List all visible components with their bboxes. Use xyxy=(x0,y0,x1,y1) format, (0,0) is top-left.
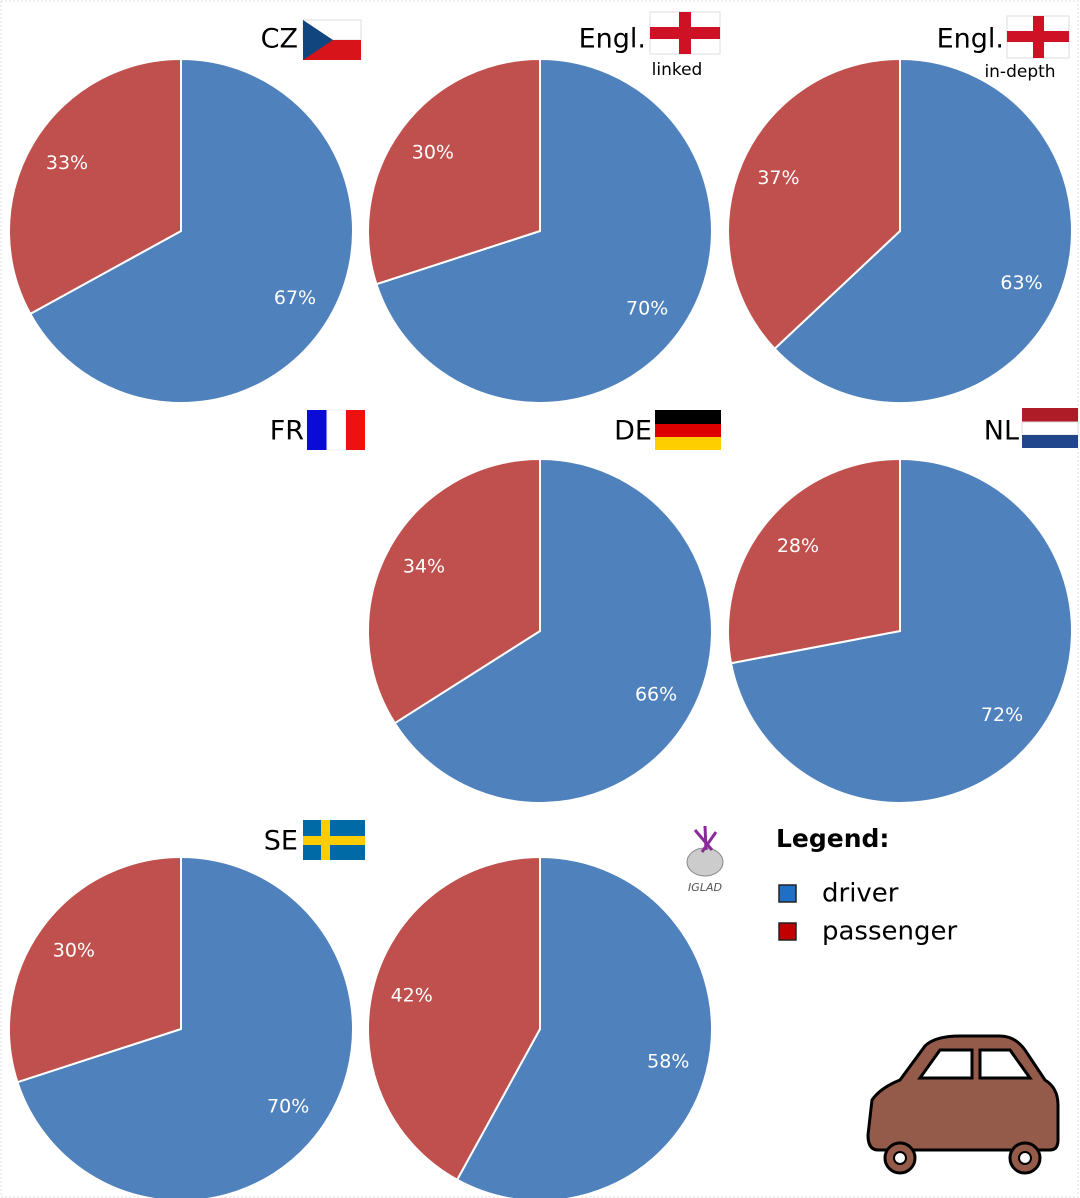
chart-subtitle: linked xyxy=(652,60,703,80)
data-label: 42% xyxy=(391,985,433,1007)
legend-swatch xyxy=(779,923,796,940)
flag-de xyxy=(655,410,721,450)
chart-title: Engl. xyxy=(937,24,1004,55)
chart-title: FR xyxy=(270,416,304,447)
flag-england xyxy=(650,12,720,54)
chart-title: NL xyxy=(984,416,1019,447)
data-label: 28% xyxy=(777,535,819,557)
legend-label: driver xyxy=(822,879,899,909)
flag-england xyxy=(1007,16,1069,58)
page: IGLAD Legend: driver passenger CZ 67% 33% En… xyxy=(0,0,1080,1198)
chart-subtitle: in-depth xyxy=(984,62,1055,82)
data-label: 67% xyxy=(274,287,316,309)
data-label: 66% xyxy=(635,683,677,705)
legend-label: passenger xyxy=(822,917,958,947)
data-label: 34% xyxy=(403,556,445,578)
flag-cz xyxy=(303,20,361,60)
data-label: 72% xyxy=(981,704,1023,726)
flag-se xyxy=(303,820,365,860)
data-label: 30% xyxy=(412,142,454,164)
legend: driver passenger xyxy=(779,879,958,947)
chart-title: DE xyxy=(614,416,652,447)
logo-text: IGLAD xyxy=(688,881,722,894)
legend-title: Legend: xyxy=(776,824,889,853)
legend-swatch xyxy=(779,885,796,902)
flag-nl xyxy=(1022,408,1078,448)
car-icon xyxy=(868,1036,1058,1173)
data-label: 33% xyxy=(46,152,88,174)
data-label: 70% xyxy=(267,1095,309,1117)
chart-title: Engl. xyxy=(579,24,646,55)
flag-fr xyxy=(307,410,365,450)
data-label: 30% xyxy=(53,940,95,962)
data-label: 37% xyxy=(757,167,799,189)
chart-title: CZ xyxy=(261,24,298,55)
pie-slice xyxy=(728,459,900,663)
data-label: 70% xyxy=(626,297,668,319)
data-label: 63% xyxy=(1000,272,1042,294)
data-label: 58% xyxy=(647,1050,689,1072)
logo: IGLAD xyxy=(687,826,723,894)
chart-title: SE xyxy=(264,826,298,857)
